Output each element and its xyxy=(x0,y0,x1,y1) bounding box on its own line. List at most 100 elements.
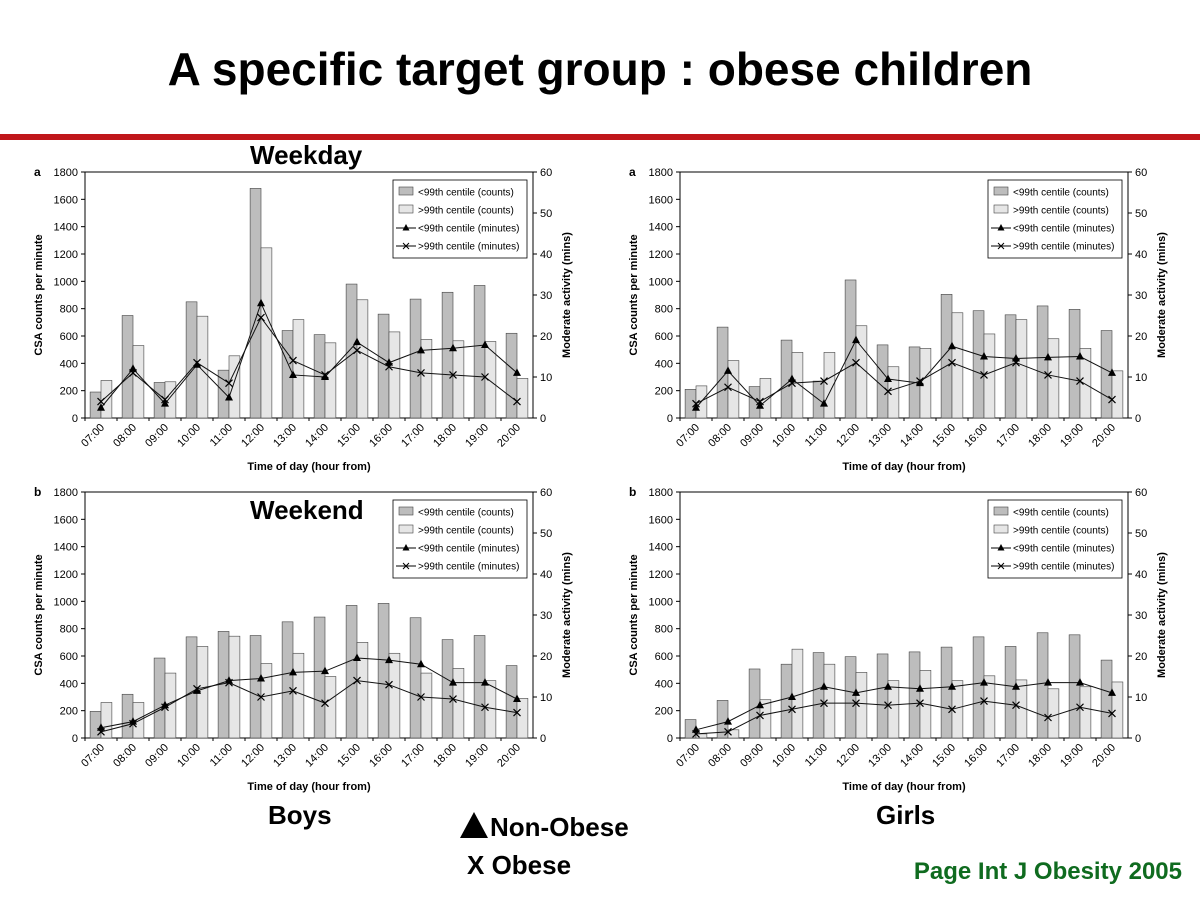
bar xyxy=(844,279,857,419)
y2-tick-label: 10 xyxy=(540,692,552,704)
triangle-point xyxy=(1076,352,1084,360)
bar xyxy=(844,656,857,739)
x-point xyxy=(916,377,924,386)
triangle-point xyxy=(481,678,489,686)
y-tick-label: 0 xyxy=(72,733,78,745)
bar xyxy=(281,621,294,739)
triangle-point xyxy=(97,403,105,411)
x-tick-label: 12:00 xyxy=(834,742,862,770)
triangle-point xyxy=(948,341,956,350)
bar xyxy=(313,616,326,739)
x-point xyxy=(417,368,425,377)
x-point xyxy=(321,371,329,379)
y2-tick-label: 0 xyxy=(540,413,546,425)
x-point xyxy=(193,684,201,693)
x-point xyxy=(1044,713,1052,722)
bar xyxy=(983,675,996,739)
x-point xyxy=(385,362,393,371)
x-tick-label: 17:00 xyxy=(994,742,1022,770)
triangle-point xyxy=(257,674,265,682)
y-tick-label: 200 xyxy=(655,386,673,398)
bar xyxy=(345,605,358,739)
y-tick-label: 400 xyxy=(655,678,673,690)
x-tick-label: 12:00 xyxy=(239,742,267,770)
x-tick-label: 19:00 xyxy=(1058,742,1086,770)
bar xyxy=(420,339,433,419)
bar xyxy=(228,355,241,419)
triangle-point xyxy=(788,692,796,700)
x-point xyxy=(481,703,489,712)
x-tick-label: 12:00 xyxy=(834,422,862,450)
legend-label: >99th centile (counts) xyxy=(1013,526,1109,537)
y2-tick-label: 30 xyxy=(540,610,552,622)
bar xyxy=(983,333,996,419)
x-tick-label: 19:00 xyxy=(463,742,491,770)
triangle-point xyxy=(820,682,828,690)
bar xyxy=(452,668,465,739)
x-point xyxy=(289,356,297,365)
triangle-point xyxy=(788,374,796,383)
x-point xyxy=(1076,703,1084,712)
panel-letter: a xyxy=(34,165,41,179)
bar xyxy=(1079,686,1092,739)
bar xyxy=(356,642,369,739)
y-tick-label: 1200 xyxy=(649,249,673,261)
series-line xyxy=(695,339,1113,409)
x-point xyxy=(257,693,265,701)
x-point xyxy=(756,711,764,720)
y-tick-label: 1400 xyxy=(649,542,673,554)
x-point xyxy=(724,727,732,736)
triangle-point xyxy=(1108,688,1116,696)
bar xyxy=(292,652,305,739)
series-line xyxy=(100,301,518,409)
x-point xyxy=(916,699,924,708)
series-line xyxy=(100,657,518,729)
bar xyxy=(441,291,454,419)
bar xyxy=(1015,319,1028,419)
x-tick-label: 11:00 xyxy=(803,742,830,769)
legend-label: >99th centile (minutes) xyxy=(418,242,519,253)
x-tick-label: 10:00 xyxy=(770,422,798,450)
x-point xyxy=(225,678,233,687)
y2-tick-label: 10 xyxy=(540,372,552,384)
triangle-point xyxy=(321,666,329,675)
obese-legend: X Obese xyxy=(467,850,572,880)
bar xyxy=(748,386,761,419)
x-point xyxy=(884,701,892,710)
legend-label: <99th centile (minutes) xyxy=(418,224,519,235)
legend-box xyxy=(987,499,1123,579)
x-point xyxy=(129,719,137,728)
bar xyxy=(1047,688,1060,739)
triangle-point xyxy=(289,370,297,378)
bar xyxy=(249,635,262,739)
x-tick-label: 19:00 xyxy=(1058,422,1086,450)
bar xyxy=(823,663,836,739)
y-tick-label: 800 xyxy=(60,304,78,316)
y-tick-label: 0 xyxy=(667,413,673,425)
x-tick-label: 14:00 xyxy=(303,422,331,450)
bar xyxy=(153,382,166,419)
y2-tick-label: 50 xyxy=(540,528,552,540)
legend-box xyxy=(392,179,528,259)
bar xyxy=(684,389,697,419)
x-tick-label: 08:00 xyxy=(706,422,734,450)
bar xyxy=(441,639,454,739)
x-tick-label: 18:00 xyxy=(431,422,459,450)
bar xyxy=(887,680,900,739)
y2-tick-label: 40 xyxy=(1135,569,1147,581)
x-point xyxy=(385,680,393,689)
bar xyxy=(473,285,486,419)
x-point xyxy=(513,397,521,406)
triangle-point xyxy=(449,678,457,686)
y-tick-label: 1400 xyxy=(54,542,78,554)
triangle-point xyxy=(1012,682,1020,690)
bar xyxy=(356,299,369,419)
bar xyxy=(1036,305,1049,419)
series-line xyxy=(100,316,518,402)
y-tick-label: 1200 xyxy=(54,249,78,261)
triangle-point xyxy=(756,401,764,409)
triangle-point xyxy=(417,659,425,668)
y-tick-label: 1600 xyxy=(649,194,673,206)
triangle-point xyxy=(884,374,892,383)
y-tick-label: 200 xyxy=(60,386,78,398)
